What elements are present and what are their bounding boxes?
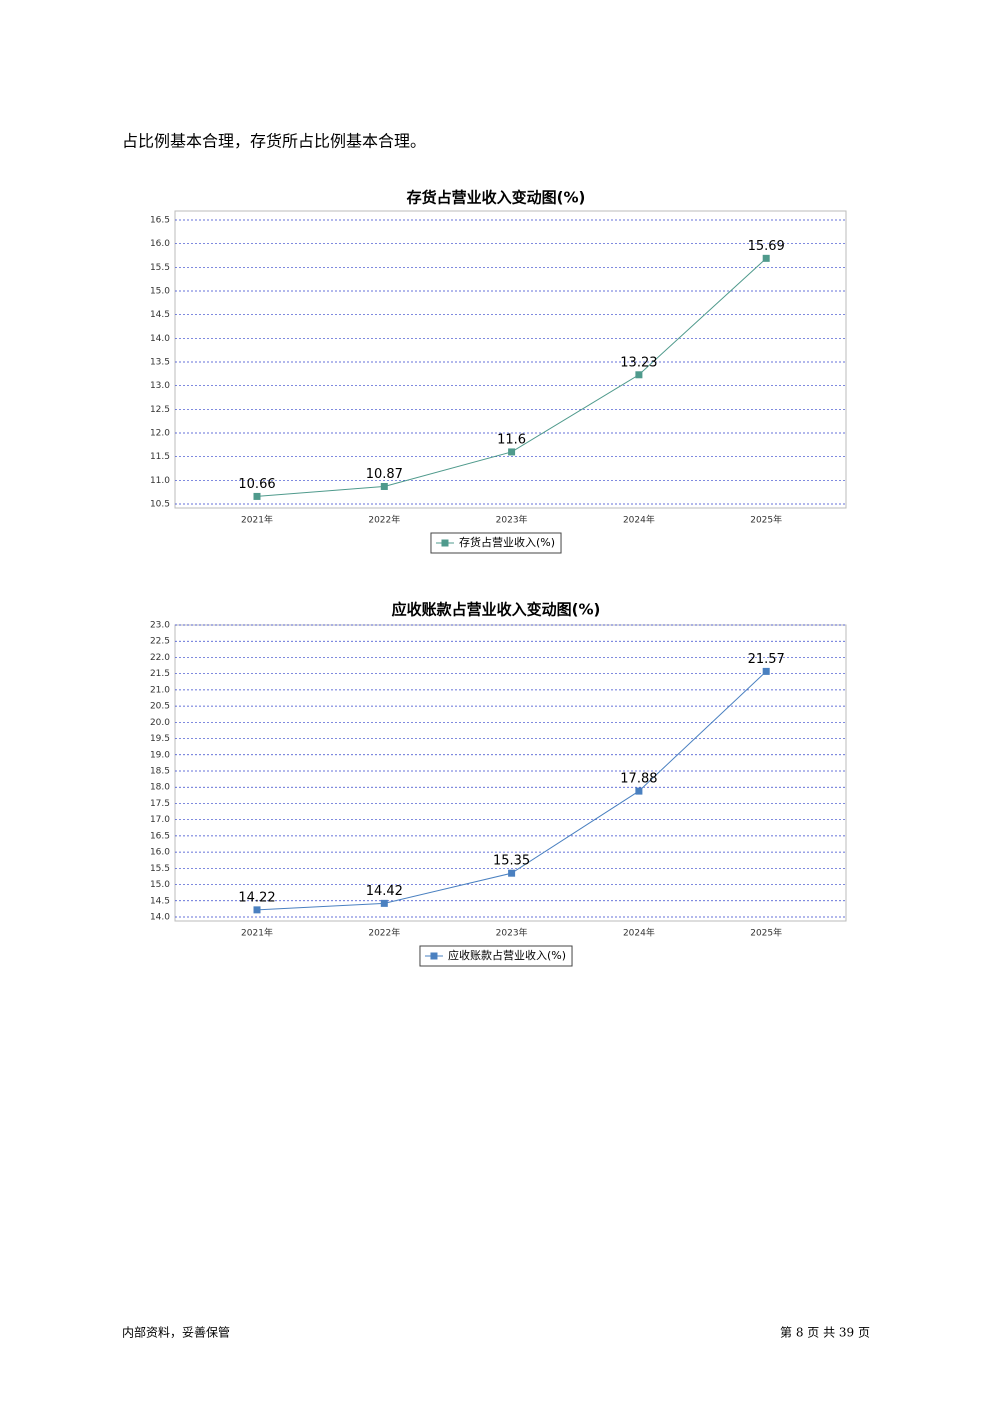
point-marker [253, 492, 261, 500]
y-tick-label: 16.0 [150, 848, 170, 858]
data-label: 17.88 [620, 772, 657, 787]
plot-frame [174, 624, 847, 922]
point-marker [635, 371, 643, 379]
legend-marker [430, 952, 438, 960]
x-tick-label: 2024年 [623, 514, 655, 526]
y-tick-label: 20.5 [150, 702, 170, 712]
x-tick-label: 2024年 [623, 927, 655, 939]
y-tick-label: 19.5 [150, 734, 170, 744]
y-tick-label: 17.5 [150, 799, 170, 809]
point-marker [508, 448, 516, 456]
chart-title: 应收账款占营业收入变动图(%) [392, 601, 601, 619]
data-label: 14.22 [238, 890, 275, 905]
point-marker [762, 667, 770, 675]
point-marker [762, 254, 770, 262]
data-label: 10.66 [238, 477, 275, 492]
plot-frame [174, 210, 847, 509]
y-tick-label: 15.0 [150, 287, 170, 297]
y-tick-label: 23.0 [150, 621, 170, 631]
x-tick-label: 2022年 [368, 514, 400, 526]
y-tick-label: 11.5 [150, 452, 170, 462]
y-tick-label: 16.0 [150, 239, 170, 249]
y-tick-label: 14.5 [150, 310, 170, 320]
x-tick-label: 2025年 [750, 927, 782, 939]
point-marker [380, 482, 388, 490]
series-line [256, 257, 767, 497]
point-marker [635, 787, 643, 795]
point-marker [380, 899, 388, 907]
y-tick-label: 14.0 [150, 913, 170, 923]
x-tick-label: 2023年 [496, 514, 528, 526]
y-tick-label: 14.5 [150, 896, 170, 906]
legend-box [430, 532, 562, 554]
y-tick-label: 11.0 [150, 476, 170, 486]
legend-marker [441, 539, 449, 547]
x-tick-label: 2021年 [241, 514, 273, 526]
x-tick-label: 2023年 [496, 927, 528, 939]
footer-right: 第 8 页 共 39 页 [780, 1326, 870, 1340]
y-tick-label: 15.5 [150, 864, 170, 874]
point-marker [508, 869, 516, 877]
x-tick-label: 2021年 [241, 927, 273, 939]
body-text: 占比例基本合理，存货所占比例基本合理。 [122, 132, 426, 151]
y-tick-label: 21.0 [150, 685, 170, 695]
y-tick-label: 16.5 [150, 831, 170, 841]
legend-label: 应收账款占营业收入(%) [448, 948, 566, 962]
y-tick-label: 22.0 [150, 653, 170, 663]
y-tick-label: 20.0 [150, 718, 170, 728]
data-label: 10.87 [366, 467, 403, 482]
y-tick-label: 18.0 [150, 783, 170, 793]
y-tick-label: 15.0 [150, 880, 170, 890]
y-tick-label: 12.5 [150, 405, 170, 415]
data-label: 13.23 [620, 355, 657, 370]
y-tick-label: 14.0 [150, 334, 170, 344]
y-tick-label: 13.0 [150, 381, 170, 391]
y-tick-label: 22.5 [150, 637, 170, 647]
y-tick-label: 12.0 [150, 429, 170, 439]
legend-label: 存货占营业收入(%) [459, 535, 555, 549]
y-tick-label: 15.5 [150, 263, 170, 273]
y-tick-label: 19.0 [150, 750, 170, 760]
y-tick-label: 18.5 [150, 767, 170, 777]
y-tick-label: 17.0 [150, 815, 170, 825]
data-label: 14.42 [366, 884, 403, 899]
y-tick-label: 10.5 [150, 500, 170, 510]
data-label: 15.35 [493, 854, 530, 869]
data-label: 21.57 [748, 652, 785, 667]
chart-title: 存货占营业收入变动图(%) [407, 189, 586, 207]
footer-left: 内部资料，妥善保管 [122, 1325, 230, 1340]
y-tick-label: 16.5 [150, 216, 170, 226]
data-label: 11.6 [497, 432, 526, 447]
data-label: 15.69 [748, 239, 785, 254]
y-tick-label: 21.5 [150, 669, 170, 679]
x-tick-label: 2022年 [368, 927, 400, 939]
point-marker [253, 906, 261, 914]
legend-box [419, 945, 573, 967]
y-tick-label: 13.5 [150, 358, 170, 368]
x-tick-label: 2025年 [750, 514, 782, 526]
